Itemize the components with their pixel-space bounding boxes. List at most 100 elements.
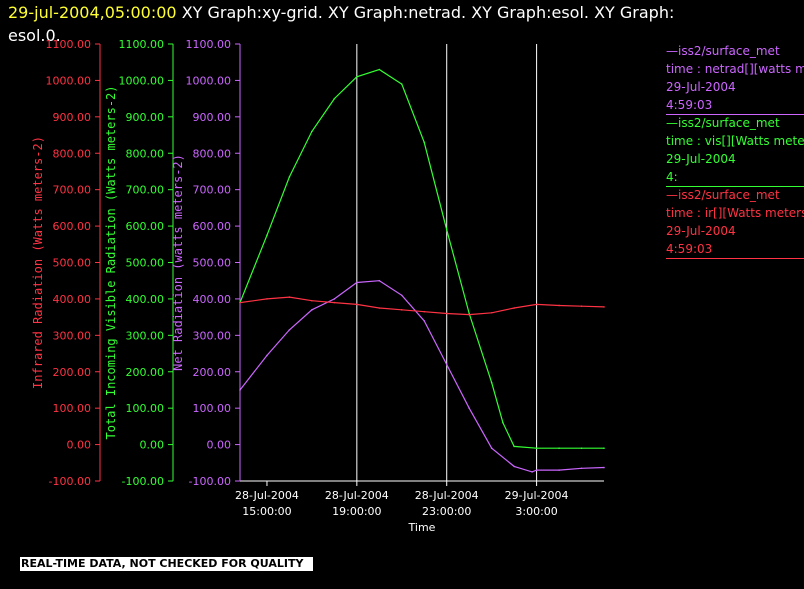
data-point-vis [580,447,583,450]
data-point-ir [468,313,470,316]
y-tick-label: 1000.00 [46,74,92,87]
title-bar: 29-jul-2004,05:00:00 XY Graph:xy-grid. X… [8,2,798,23]
data-point-ir [603,306,605,308]
legend-time: 4:59:03 [666,98,713,112]
y-tick-label: 400.00 [53,293,92,306]
legend-vis: —iss2/surface_met time : vis[][Watts met… [666,114,804,187]
data-point-vis [356,75,358,78]
x-tick-time: 15:00:00 [242,505,291,518]
y-tick-label: 800.00 [126,147,165,160]
y-tick-label: 700.00 [193,184,232,197]
title-graph-list: XY Graph:xy-grid. XY Graph:netrad. XY Gr… [181,3,675,22]
y-tick-label: 1100.00 [46,38,92,51]
x-tick-date: 28-Jul-2004 [235,489,299,502]
legend-date: 29-Jul-2004 [666,224,736,238]
y-tick-label: 200.00 [53,366,92,379]
data-point-vis [535,447,538,450]
y-tick-label: 1000.00 [186,74,232,87]
data-point-vis [333,97,336,100]
legend-variable: time : ir[][Watts meters-2] [666,206,804,220]
data-point-vis [603,447,605,450]
y-tick-label: 0.00 [207,439,232,452]
legend-separator [666,186,804,187]
data-point-net [580,467,583,470]
y-tick-label: 1100.00 [186,38,232,51]
data-point-ir [513,307,515,309]
data-point-ir [558,304,560,307]
y-tick-label: 800.00 [53,147,92,160]
data-point-vis [423,141,426,144]
data-point-net [468,407,470,409]
data-point-ir [356,303,358,306]
data-point-net [266,354,268,357]
data-point-ir [535,303,538,306]
y-tick-label: 200.00 [193,366,232,379]
y-tick-label: 1000.00 [119,74,165,87]
y-tick-label: 500.00 [193,257,232,270]
data-point-ir [311,299,313,302]
data-point-net [558,469,560,471]
title-date: 29-jul-2004,05:00:00 [8,3,177,22]
legend-netrad: —iss2/surface_met time : netrad[][watts … [666,42,804,115]
y-tick-label: 400.00 [126,293,165,306]
x-tick-time: 19:00:00 [332,505,381,518]
legend-time: 4: [666,170,678,184]
y-tick-label: 0.00 [67,439,92,452]
data-point-net [490,447,493,450]
x-tick-date: 29-Jul-2004 [505,489,569,502]
y-tick-label: 200.00 [126,366,165,379]
series-line-net [239,280,605,473]
y-axis-label-net: Net Radiation (watts meters-2) [171,154,185,371]
data-point-vis [445,228,448,231]
data-point-vis [288,176,291,178]
data-point-net [423,319,426,322]
x-tick-time: 3:00:00 [515,505,557,518]
x-axis-label: Time [408,521,436,534]
data-point-vis [558,447,560,450]
title-continuation: esol.0. [8,26,61,45]
series-line-ir [239,296,605,316]
data-point-net [445,363,448,366]
data-point-net [311,309,313,311]
y-tick-label: 700.00 [53,184,92,197]
legend-source: —iss2/surface_met [666,116,780,130]
legend-source: —iss2/surface_met [666,188,780,202]
legend-date: 29-Jul-2004 [666,80,736,94]
data-point-net [356,281,358,284]
data-point-vis [378,68,381,71]
y-tick-label: -100.00 [189,475,231,488]
y-axis-label-vis: Total Incoming Visible Radiation (Watts … [104,85,118,439]
data-point-ir [400,309,403,311]
data-point-vis [266,234,268,236]
y-tick-label: 900.00 [126,111,165,124]
x-tick-date: 28-Jul-2004 [415,489,479,502]
data-point-ir [445,312,448,315]
data-point-net [531,471,533,473]
legend-ir: —iss2/surface_met time : ir[][Watts mete… [666,186,804,259]
y-tick-label: 1100.00 [119,38,165,51]
y-tick-label: 0.00 [140,439,165,452]
data-point-net [535,469,538,471]
data-point-ir [423,310,426,313]
y-tick-label: 800.00 [193,147,232,160]
legend-source: —iss2/surface_met [666,44,780,58]
data-point-net [603,466,605,469]
y-tick-label: 900.00 [193,111,232,124]
y-tick-label: 300.00 [126,329,165,342]
data-point-ir [490,311,493,314]
data-point-ir [239,301,241,304]
y-tick-label: 600.00 [126,220,165,233]
series-line-vis [239,68,604,449]
data-point-net [513,465,515,468]
y-tick-label: -100.00 [122,475,164,488]
y-tick-label: 300.00 [53,329,92,342]
legend-separator [666,114,804,115]
y-tick-label: 700.00 [126,184,165,197]
y-tick-label: 100.00 [193,402,232,415]
data-point-vis [502,421,504,424]
y-tick-label: 300.00 [193,329,232,342]
y-tick-label: -100.00 [49,475,91,488]
y-tick-label: 900.00 [53,111,92,124]
x-tick-date: 28-Jul-2004 [325,489,389,502]
